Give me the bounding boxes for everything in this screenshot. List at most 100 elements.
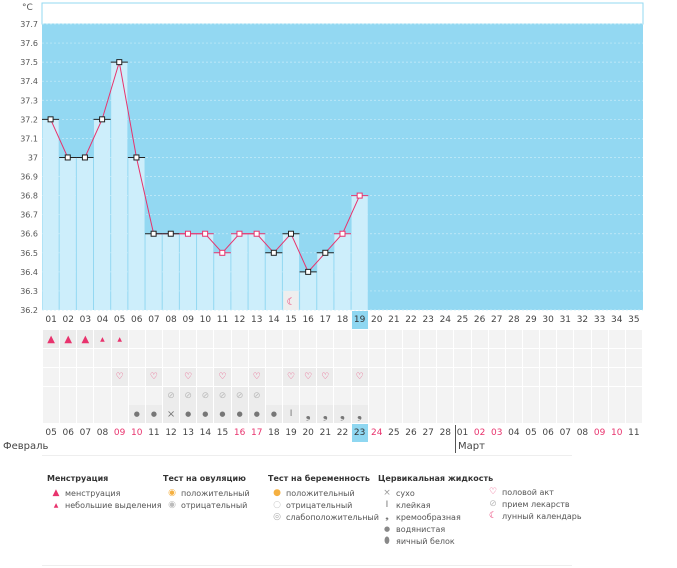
date-label: 02 (473, 428, 486, 438)
heart-icon: ♡ (111, 368, 128, 386)
day-cell (351, 387, 368, 405)
moon-cell (283, 290, 299, 310)
legend-title: Менструация (47, 474, 109, 483)
legend-label: менструация (65, 488, 121, 498)
day-cell (402, 405, 420, 423)
day-cell (197, 349, 214, 367)
cycle-day-label: 25 (456, 315, 469, 325)
date-label: 04 (508, 428, 520, 438)
day-cell (574, 349, 591, 367)
heart-icon: ♡ (488, 487, 498, 497)
legend-label: небольшие выделения (65, 500, 162, 510)
temperature-bar (197, 233, 214, 310)
creamy-icon: ❟ (385, 512, 389, 522)
legend-label: половой акт (502, 487, 554, 497)
cycle-day-label: 22 (405, 315, 417, 325)
day-cell (557, 405, 574, 423)
day-cell (471, 330, 488, 348)
day-cell (420, 330, 437, 348)
day-cell (420, 405, 437, 423)
cycle-day-label: 23 (422, 315, 434, 325)
date-label: 12 (165, 428, 177, 438)
temperature-point (322, 249, 329, 256)
date-label: 11 (148, 428, 160, 438)
cycle-day-label: 17 (319, 315, 332, 325)
day-cell (471, 349, 488, 367)
day-cell (77, 349, 94, 367)
date-label: 10 (131, 428, 143, 438)
day-cell (145, 330, 162, 348)
day-cell (231, 368, 248, 386)
day-cell (591, 368, 608, 386)
cycle-day-label: 06 (131, 315, 143, 325)
day-cell (540, 330, 557, 348)
temperature-bar (76, 157, 94, 310)
bbt-chart: °C 37.7 37.6 37.5 37.4 37.3 37.2 37.1 37 36.9 36.8… (20, 2, 644, 315)
temperature-point (305, 268, 312, 275)
legend-label: сухо (396, 488, 415, 498)
date-label: 09 (593, 428, 606, 438)
day-cell (128, 349, 145, 367)
cycle-day-label: 07 (148, 315, 160, 325)
day-cell (128, 387, 145, 405)
temperature-point (81, 154, 88, 161)
day-cell (488, 387, 505, 405)
legend-title: Тест на беременность (268, 474, 370, 483)
day-cell (454, 330, 471, 348)
menstruation-icon: ▲ (52, 488, 60, 498)
temperature-bar (248, 233, 265, 310)
cycle-day-label: 32 (576, 315, 589, 325)
temperature-bar (179, 233, 197, 310)
temperature-point (150, 230, 157, 237)
cycle-day-label: 34 (610, 315, 623, 325)
watery-icon: ● (128, 405, 145, 423)
chart-top-band (41, 2, 644, 25)
cycle-day-label: 13 (251, 315, 263, 325)
sticky-icon: I (385, 500, 389, 510)
temperature-point (47, 116, 54, 123)
date-label: 14 (199, 428, 212, 438)
pregnancy-weak-icon: ◎ (273, 512, 281, 522)
creamy-icon: ❟ (351, 405, 368, 423)
heart-icon: ♡ (248, 368, 265, 386)
day-cell (368, 330, 385, 348)
temperature-bar (162, 233, 179, 310)
date-label: 10 (610, 428, 623, 438)
pill-icon: ⊘ (214, 387, 231, 405)
spotting-icon: ▲ (53, 501, 59, 509)
cycle-day-label: 01 (45, 315, 57, 325)
date-label: 13 (182, 428, 194, 438)
ovulation-test-row (43, 349, 643, 367)
watery-icon: ● (248, 405, 265, 423)
day-cell (625, 368, 642, 386)
day-cell (488, 349, 505, 367)
y-tick-label: 36.6 (20, 230, 38, 239)
day-cell (300, 387, 317, 405)
moon-icon: ☾ (287, 297, 296, 308)
date-label: 18 (268, 428, 280, 438)
sticky-icon: I (282, 405, 300, 423)
cycle-day-label: 21 (388, 315, 400, 325)
y-tick-label: 37.6 (20, 39, 38, 48)
day-cell (317, 387, 334, 405)
day-cell (402, 330, 420, 348)
date-label: 07 (559, 428, 572, 438)
day-cell (162, 349, 180, 367)
day-cell (437, 349, 454, 367)
day-cell (540, 387, 557, 405)
day-cell (265, 330, 282, 348)
day-cell (334, 330, 351, 348)
y-tick-label: 36.8 (20, 192, 38, 201)
cycle-day-label: 28 (508, 315, 520, 325)
temperature-bar (300, 271, 317, 310)
y-tick-label: 36.4 (20, 268, 38, 277)
cycle-day-label: 16 (302, 315, 314, 325)
date-label: 21 (319, 428, 332, 438)
legend-label: яичный белок (396, 536, 455, 546)
day-cell (368, 349, 385, 367)
day-cell (454, 405, 471, 423)
day-cell (231, 349, 248, 367)
day-cell (402, 387, 420, 405)
day-cell (180, 349, 197, 367)
day-cell (282, 387, 300, 405)
